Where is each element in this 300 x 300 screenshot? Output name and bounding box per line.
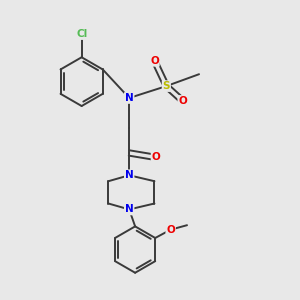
- Text: Cl: Cl: [76, 29, 87, 39]
- Text: N: N: [125, 204, 134, 214]
- Text: N: N: [125, 93, 134, 103]
- Text: O: O: [150, 56, 159, 66]
- Text: O: O: [166, 225, 175, 235]
- Text: N: N: [125, 170, 134, 180]
- Text: O: O: [178, 96, 187, 106]
- Text: S: S: [163, 81, 170, 91]
- Text: O: O: [152, 152, 160, 162]
